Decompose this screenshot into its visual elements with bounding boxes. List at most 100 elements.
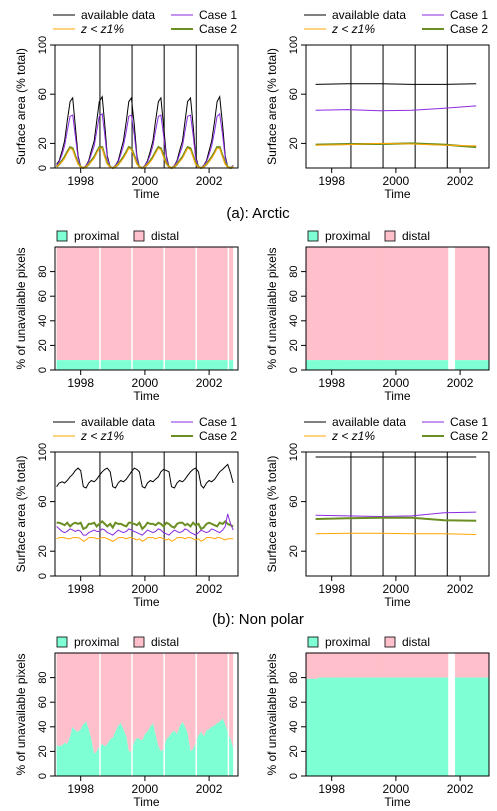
x-axis-label: Time [384,595,411,609]
legend-label-distal: distal [151,635,179,649]
plot-frame [54,44,239,169]
plot-frame [305,44,490,169]
y-axis-label: Surface area (% total) [265,456,279,573]
legend: proximal distal [56,635,179,649]
bar-proximal [455,677,489,776]
y-tick-label: 60 [288,495,300,507]
y-tick-label: 100 [288,36,300,54]
y-tick-label: 20 [37,545,49,557]
y-tick-label: 0 [288,773,300,779]
bar-proximal [317,360,352,370]
bar-distal [414,247,449,361]
plot-frame [305,246,490,371]
series-line [56,147,234,169]
legend: proximal distal [307,229,430,243]
y-tick-label: 100 [37,36,49,54]
legend-label-proximal: proximal [74,229,119,243]
series-line [315,516,477,522]
plot-frame [305,652,490,777]
x-tick-label: 2002 [196,376,223,390]
legend-label-proximal: proximal [74,635,119,649]
x-axis-label: Time [133,595,160,609]
legend-swatch-proximal [56,636,68,648]
y-tick-label: 20 [288,745,300,757]
y-tick-label: 20 [37,745,49,757]
y-tick-label: 0 [37,573,49,579]
series-line [56,112,234,169]
y-tick-label: 80 [37,671,49,683]
x-tick-label: 2000 [132,582,159,596]
y-tick-label: 60 [288,696,300,708]
y-tick-label: 60 [288,88,300,100]
y-tick-label: 40 [288,721,300,733]
legend-label-case2: Case 2 [199,429,237,443]
legend-label-case1: Case 1 [450,415,488,429]
x-tick-label: 1998 [67,376,94,390]
bar-distal [414,653,449,678]
bar-proximal [382,360,417,370]
legend-swatch-proximal [307,636,319,648]
x-tick-label: 2000 [132,376,159,390]
x-axis-label: Time [384,795,411,809]
panel-arctic-monthly-unavailable: 1998 2000 2002 0 20 40 60 80 Time % of unavailabl… [14,229,239,403]
plot-frame [305,451,490,577]
legend: available data Case 1 z < z1% Case 2 [53,8,237,36]
legend-label-case2: Case 2 [450,429,488,443]
legend-label-zthr: z < z1% [80,22,124,36]
y-tick-label: 20 [37,339,49,351]
bar-distal [350,247,384,361]
x-axis-label: Time [133,795,160,809]
x-axis-label: Time [133,389,160,403]
legend-label-distal: distal [151,229,179,243]
legend: proximal distal [307,635,430,649]
y-tick-label: 60 [37,495,49,507]
legend-label-proximal: proximal [325,635,370,649]
x-tick-label: 2000 [132,782,159,796]
y-tick-label: 20 [288,137,300,149]
panel-arctic-monthly-lines: 1998 2000 2002 0 20 60 100 Time Surface area (% … [14,8,239,201]
y-tick-label: 60 [37,88,49,100]
bar-distal [317,653,352,678]
series-line [315,105,477,112]
plot-frame [54,451,239,577]
legend-label-zthr: z < z1% [80,429,124,443]
bar-proximal [317,677,352,776]
series-line [315,83,477,85]
y-tick-label: 20 [288,339,300,351]
legend-label-case1: Case 1 [199,8,237,22]
x-tick-label: 2000 [383,582,410,596]
series-line [56,537,234,542]
caption-arctic: (a): Arctic [226,205,290,222]
x-tick-label: 2002 [196,782,223,796]
panel-nonpolar-annual-unavailable: 1998 2000 2002 0 20 40 60 80 Time % of unavailabl… [265,635,490,809]
legend-swatch-distal [133,230,145,242]
y-tick-label: 40 [288,315,300,327]
x-tick-label: 2000 [383,174,410,188]
legend-label-case2: Case 2 [199,22,237,36]
y-tick-label: 20 [37,137,49,149]
legend-label-case1: Case 1 [199,415,237,429]
y-tick-label: 0 [37,773,49,779]
series-line [56,513,234,536]
legend-label-zthr: z < z1% [331,429,375,443]
x-tick-label: 2002 [196,174,223,188]
legend-label-zthr: z < z1% [331,22,375,36]
legend-swatch-distal [384,230,396,242]
area-proximal [56,360,234,370]
panel-nonpolar-annual-lines: 1998 2000 2002 20 60 100 Time Surface area (% t… [265,415,490,609]
y-tick-label: 40 [37,721,49,733]
x-axis-label: Time [384,389,411,403]
legend-swatch-distal [133,636,145,648]
legend: available data Case 1 z < z1% Case 2 [53,415,237,443]
y-tick-label: 60 [37,696,49,708]
legend-label-distal: distal [402,229,430,243]
y-axis-label: Surface area (% total) [265,48,279,165]
y-tick-label: 100 [288,443,300,461]
x-tick-label: 2000 [383,782,410,796]
x-axis-label: Time [133,187,160,201]
y-axis-label: % of unavailable pixels [265,653,279,775]
bar-distal [455,247,489,361]
legend: available data Case 1 z < z1% Case 2 [304,8,488,36]
bar-distal [350,653,384,678]
